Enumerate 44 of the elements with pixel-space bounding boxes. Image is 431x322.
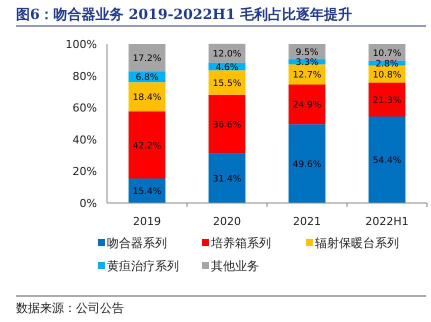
data-label: 12.0% — [212, 50, 242, 60]
legend-label: 黄疸治疗系列 — [107, 259, 179, 273]
y-tick-label: 60% — [72, 102, 97, 115]
bar — [128, 44, 166, 72]
legend-label: 培养箱系列 — [210, 236, 271, 250]
bar — [288, 84, 326, 124]
data-label: 6.8% — [136, 73, 159, 84]
data-label: 54.4% — [372, 156, 402, 166]
x-tick-label: 2022H1 — [365, 215, 409, 228]
y-tick-label: 40% — [72, 133, 97, 146]
bar — [208, 94, 246, 154]
bar — [288, 124, 326, 203]
bar — [208, 70, 246, 95]
data-label: 42.2% — [132, 141, 162, 152]
bar — [208, 153, 246, 203]
y-tick-label: 0% — [80, 197, 97, 210]
chart-title: 图6：吻合器业务 2019-2022H1 毛利占比逐年提升 — [16, 6, 352, 23]
data-label: 15.5% — [212, 78, 242, 89]
data-label: 24.9% — [292, 100, 322, 111]
legend-label: 辐射保暖台系列 — [315, 236, 399, 250]
bar — [128, 111, 166, 179]
bar — [368, 82, 406, 117]
bar — [128, 82, 166, 112]
data-label: 9.5% — [296, 48, 319, 58]
data-label: 12.7% — [292, 70, 322, 81]
legend-label: 其他业务 — [211, 259, 259, 273]
data-label: 21.3% — [372, 96, 402, 106]
data-label: 17.2% — [132, 54, 162, 64]
data-label: 49.6% — [292, 160, 322, 170]
legend-label: 吻合器系列 — [107, 236, 167, 250]
source-note: 数据来源：公司公告 — [16, 301, 124, 315]
x-tick-label: 2019 — [133, 215, 161, 228]
y-tick-label: 80% — [72, 70, 97, 83]
y-tick-label: 100% — [66, 38, 97, 51]
data-label: 31.4% — [212, 174, 242, 184]
data-label: 36.6% — [212, 120, 242, 130]
bar — [368, 116, 406, 203]
data-label: 10.7% — [372, 48, 402, 59]
x-tick-label: 2020 — [213, 215, 241, 228]
x-tick-label: 2021 — [293, 215, 321, 228]
data-label: 10.8% — [372, 70, 402, 80]
y-tick-label: 20% — [72, 165, 97, 178]
data-label: 15.4% — [132, 187, 162, 198]
data-label: 18.4% — [132, 93, 162, 104]
